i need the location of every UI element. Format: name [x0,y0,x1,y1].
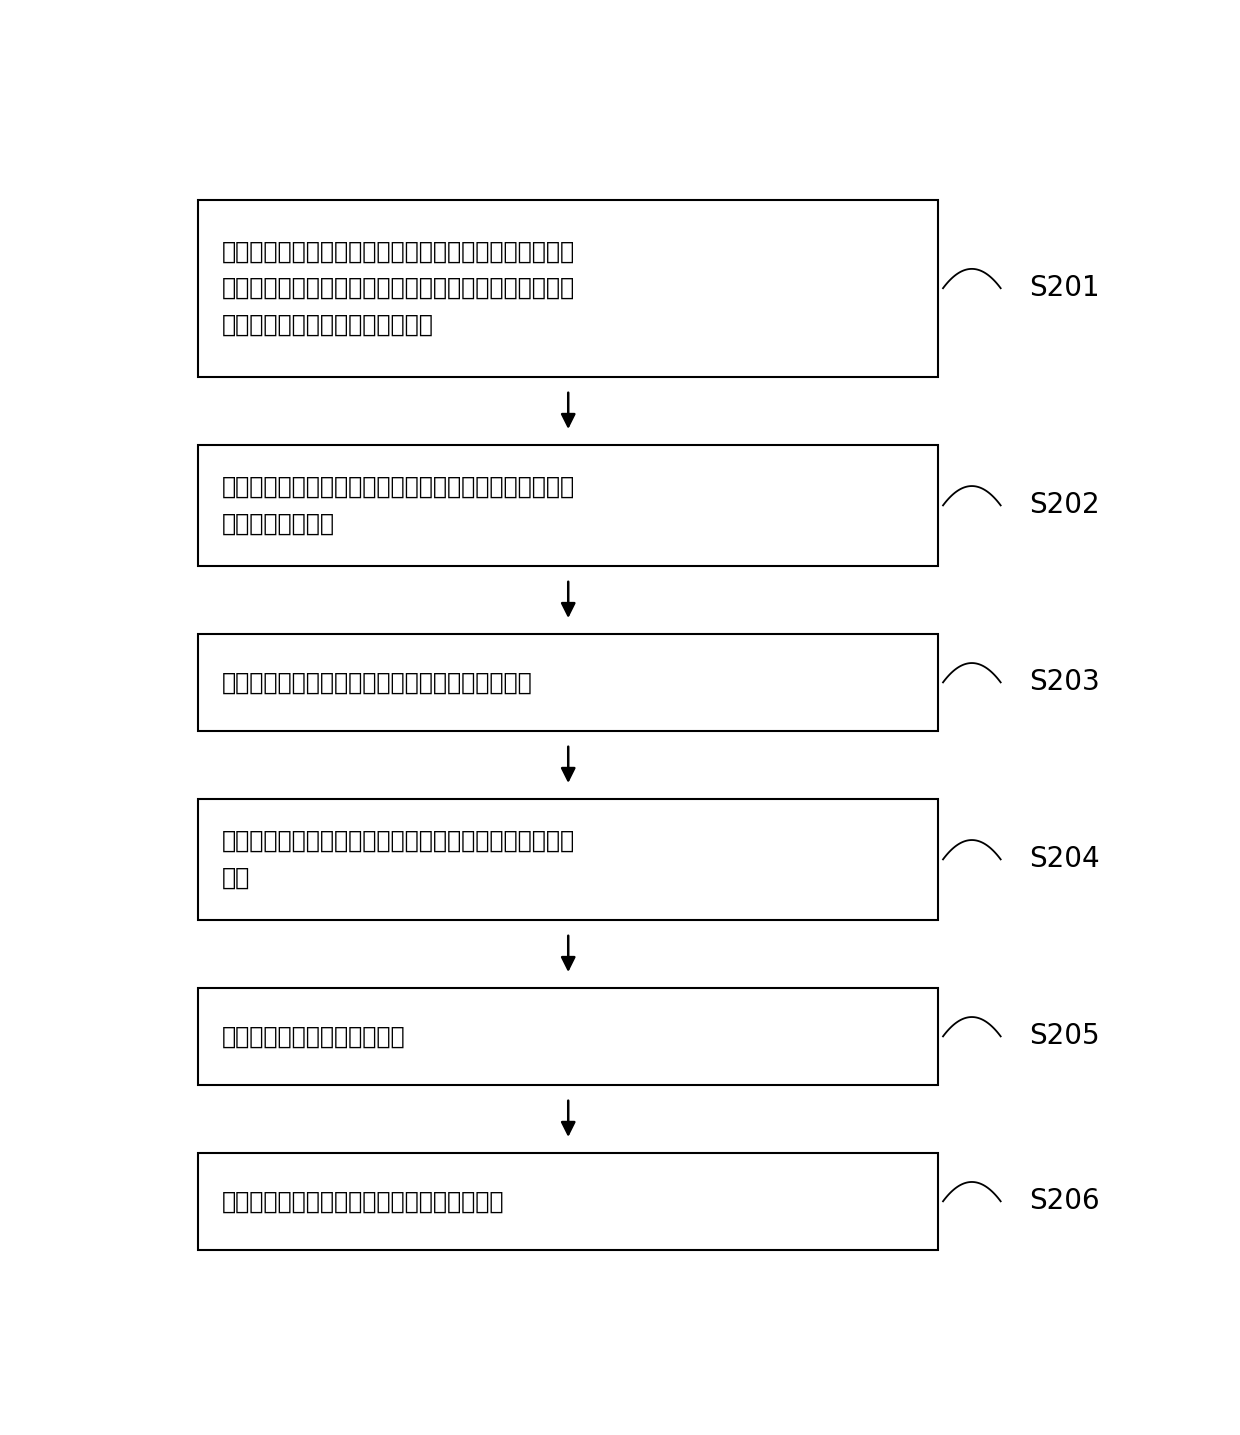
Text: S202: S202 [1029,491,1100,519]
Text: 提供基板，包括多个封装载体，每个封装载体上有两个导
线架，封装载体包括第一表面，该第一表面上形成有容置
槽，容置槽由一底壁和一侧壁围成: 提供基板，包括多个封装载体，每个封装载体上有两个导 线架，封装载体包括第一表面，… [222,240,575,337]
Bar [198,445,939,565]
Bar [198,799,939,920]
Text: S201: S201 [1029,274,1100,303]
Bar [198,199,939,376]
Text: 切割所述基板，形成多个发光二极管封装结构: 切割所述基板，形成多个发光二极管封装结构 [222,1190,505,1214]
Text: 将发光二极管芯片贴设于所述容置槽的底部，并与所述两
个导线架电性连接: 将发光二极管芯片贴设于所述容置槽的底部，并与所述两 个导线架电性连接 [222,475,575,535]
Bar [198,634,939,730]
Text: S203: S203 [1029,669,1100,696]
Bar [198,1154,939,1250]
Text: S205: S205 [1029,1022,1100,1050]
Text: 根据感应器的侦测的位置信息，在所述容置槽内滴加封装
胶液: 根据感应器的侦测的位置信息，在所述容置槽内滴加封装 胶液 [222,829,575,890]
Text: S206: S206 [1029,1187,1100,1215]
Text: 利用一个感应器侦测每一个封装载体的容置槽位置: 利用一个感应器侦测每一个封装载体的容置槽位置 [222,670,533,695]
Text: 固化所述封装胶液形成封装层: 固化所述封装胶液形成封装层 [222,1025,405,1049]
Text: S204: S204 [1029,845,1100,874]
Bar [198,989,939,1085]
